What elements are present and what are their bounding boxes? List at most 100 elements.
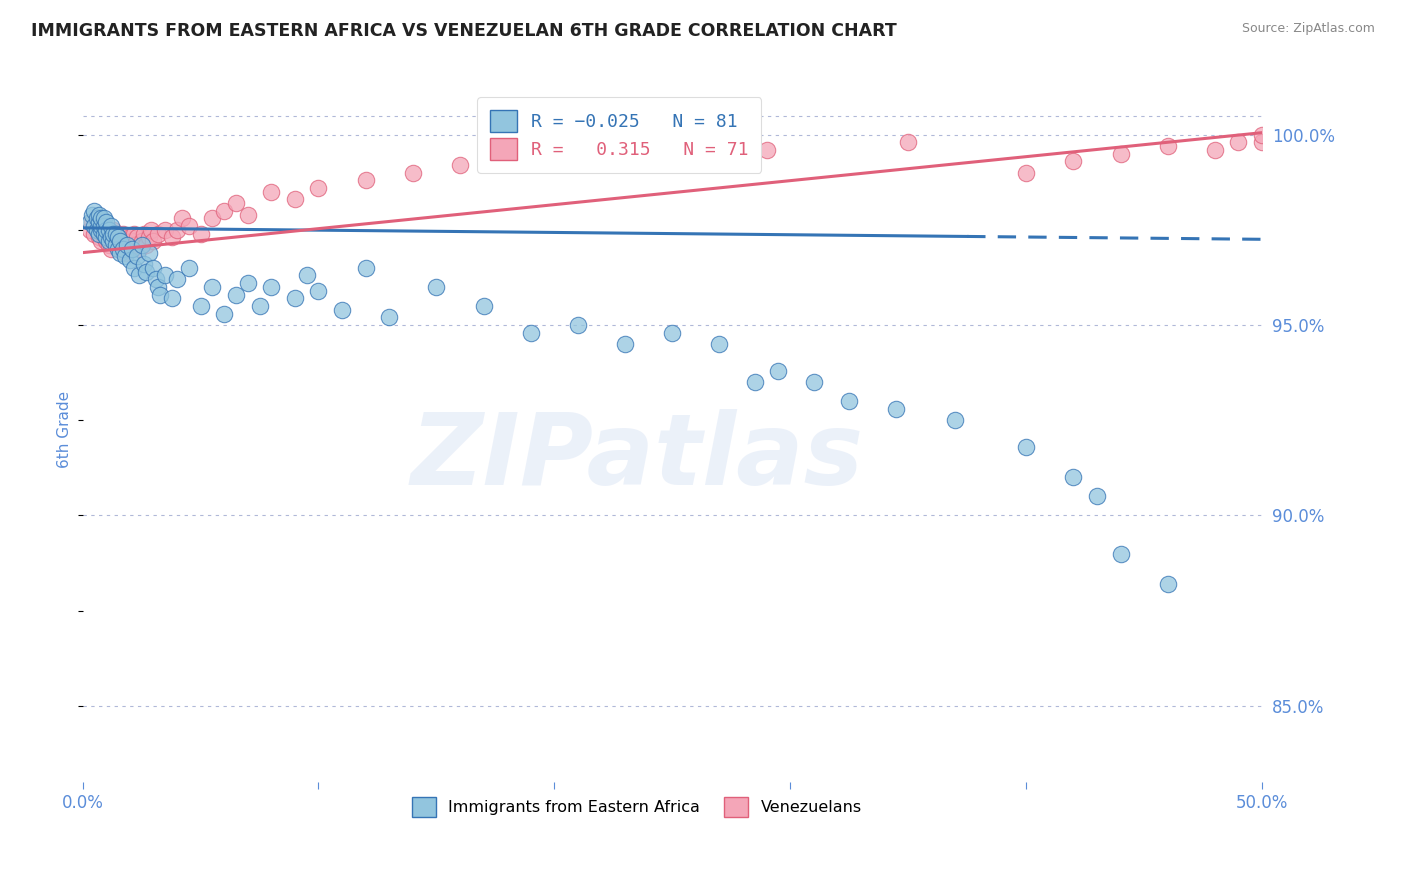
Point <box>107 230 129 244</box>
Point <box>142 260 165 275</box>
Point <box>768 364 790 378</box>
Point <box>83 227 105 241</box>
Point <box>838 394 860 409</box>
Point <box>709 337 731 351</box>
Point <box>330 302 353 317</box>
Point <box>121 234 143 248</box>
Point <box>170 211 193 226</box>
Point <box>117 238 139 252</box>
Point <box>160 291 183 305</box>
Point <box>103 223 125 237</box>
Point <box>1204 143 1226 157</box>
Point <box>1109 146 1132 161</box>
Point <box>142 234 165 248</box>
Point <box>124 238 146 252</box>
Point <box>114 245 136 260</box>
Point <box>1156 577 1178 591</box>
Text: ZIPatlas: ZIPatlas <box>411 409 863 507</box>
Point <box>110 242 132 256</box>
Point <box>86 211 108 226</box>
Point <box>354 260 377 275</box>
Point <box>378 310 401 325</box>
Point <box>93 219 115 233</box>
Point <box>132 227 155 241</box>
Point <box>103 227 125 241</box>
Point <box>886 401 908 416</box>
Point <box>93 211 115 226</box>
Point <box>567 318 589 332</box>
Point <box>132 257 155 271</box>
Point <box>86 219 108 233</box>
Point <box>90 223 112 237</box>
Point <box>87 230 110 244</box>
Point <box>107 242 129 256</box>
Point <box>103 234 125 248</box>
Point <box>543 150 565 164</box>
Point <box>225 287 247 301</box>
Point <box>1015 166 1038 180</box>
Point <box>79 223 101 237</box>
Point <box>166 272 188 286</box>
Point <box>79 215 101 229</box>
Point <box>308 284 330 298</box>
Y-axis label: 6th Grade: 6th Grade <box>58 392 72 468</box>
Point <box>190 299 212 313</box>
Point <box>1085 489 1108 503</box>
Point <box>128 268 150 283</box>
Point <box>90 234 112 248</box>
Text: Source: ZipAtlas.com: Source: ZipAtlas.com <box>1241 22 1375 36</box>
Point <box>97 227 120 241</box>
Point <box>1062 470 1084 484</box>
Point <box>1251 135 1274 149</box>
Point <box>103 234 125 248</box>
Point <box>97 238 120 252</box>
Point <box>87 219 110 233</box>
Point <box>80 208 103 222</box>
Point <box>125 249 148 263</box>
Point <box>121 242 143 256</box>
Point <box>236 208 259 222</box>
Point <box>93 223 115 237</box>
Point <box>1251 128 1274 142</box>
Point <box>212 307 235 321</box>
Point <box>93 230 115 244</box>
Point <box>149 287 172 301</box>
Point <box>125 230 148 244</box>
Point <box>138 230 160 244</box>
Point <box>284 192 307 206</box>
Point <box>107 238 129 252</box>
Point <box>100 230 122 244</box>
Point <box>90 219 112 233</box>
Point <box>87 215 110 229</box>
Point <box>83 203 105 218</box>
Point <box>166 223 188 237</box>
Point <box>138 245 160 260</box>
Point <box>308 181 330 195</box>
Point <box>90 223 112 237</box>
Text: IMMIGRANTS FROM EASTERN AFRICA VS VENEZUELAN 6TH GRADE CORRELATION CHART: IMMIGRANTS FROM EASTERN AFRICA VS VENEZU… <box>31 22 897 40</box>
Point <box>96 227 118 241</box>
Point <box>135 265 157 279</box>
Point <box>1156 139 1178 153</box>
Point <box>118 242 141 256</box>
Legend: Immigrants from Eastern Africa, Venezuelans: Immigrants from Eastern Africa, Venezuel… <box>404 789 870 825</box>
Point <box>104 227 127 241</box>
Point <box>449 158 471 172</box>
Point <box>225 196 247 211</box>
Point <box>1109 547 1132 561</box>
Point <box>93 227 115 241</box>
Point <box>177 219 200 233</box>
Point <box>124 260 146 275</box>
Point <box>90 215 112 229</box>
Point <box>260 185 283 199</box>
Point <box>110 234 132 248</box>
Point <box>100 242 122 256</box>
Point <box>153 268 176 283</box>
Point <box>111 242 134 256</box>
Point <box>117 238 139 252</box>
Point <box>212 203 235 218</box>
Point <box>128 242 150 256</box>
Point <box>104 227 127 241</box>
Point <box>114 234 136 248</box>
Point <box>145 272 167 286</box>
